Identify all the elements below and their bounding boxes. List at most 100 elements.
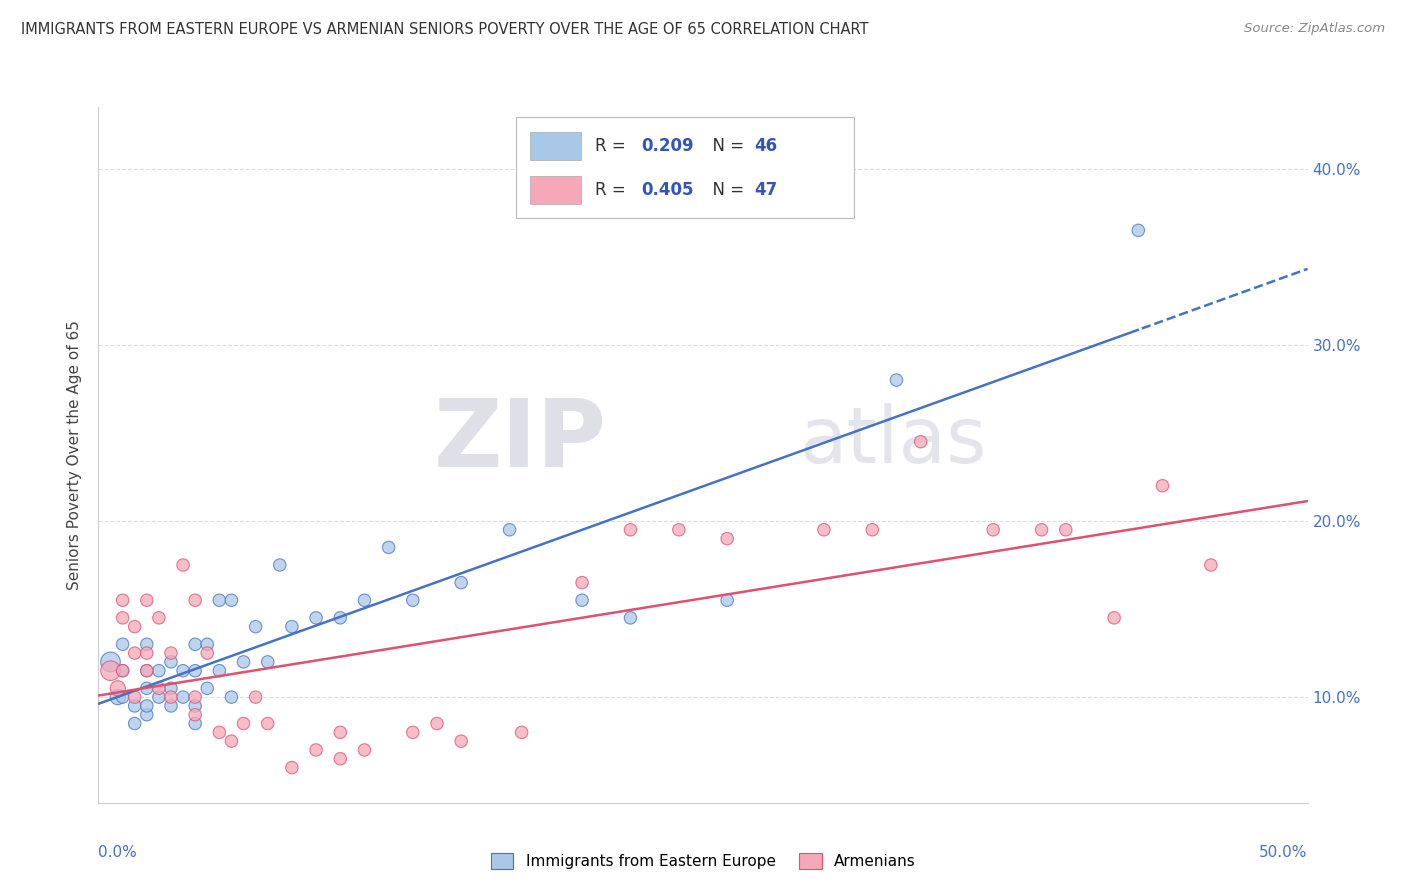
Point bbox=[184, 690, 207, 705]
Point bbox=[160, 698, 183, 713]
Point bbox=[813, 523, 835, 537]
Point bbox=[111, 664, 134, 678]
Point bbox=[329, 725, 352, 739]
Point bbox=[450, 734, 472, 748]
Legend: Immigrants from Eastern Europe, Armenians: Immigrants from Eastern Europe, Armenian… bbox=[485, 847, 921, 875]
FancyBboxPatch shape bbox=[516, 118, 855, 219]
Point bbox=[402, 593, 425, 607]
Point bbox=[172, 558, 194, 572]
Point bbox=[135, 664, 157, 678]
Point bbox=[135, 593, 157, 607]
Point bbox=[160, 690, 183, 705]
Point bbox=[716, 532, 738, 546]
Point bbox=[195, 646, 218, 660]
Point bbox=[498, 523, 520, 537]
Point bbox=[124, 620, 146, 634]
Point bbox=[172, 690, 194, 705]
Point bbox=[245, 690, 267, 705]
Point bbox=[111, 611, 134, 625]
Point bbox=[124, 716, 146, 731]
Point bbox=[148, 664, 170, 678]
Point bbox=[107, 690, 129, 705]
Point bbox=[450, 575, 472, 590]
Point bbox=[172, 664, 194, 678]
Point bbox=[305, 611, 328, 625]
Point bbox=[1031, 523, 1053, 537]
Point bbox=[329, 752, 352, 766]
Point bbox=[329, 611, 352, 625]
Point bbox=[402, 725, 425, 739]
Point bbox=[1102, 611, 1125, 625]
Point bbox=[100, 664, 122, 678]
Point bbox=[860, 523, 883, 537]
Point bbox=[1152, 479, 1174, 493]
Point bbox=[124, 646, 146, 660]
Point bbox=[135, 646, 157, 660]
Point bbox=[184, 707, 207, 722]
Point bbox=[1054, 523, 1077, 537]
Point bbox=[256, 716, 278, 731]
Point bbox=[232, 655, 254, 669]
Point bbox=[221, 593, 243, 607]
Point bbox=[281, 620, 304, 634]
Text: R =: R = bbox=[595, 181, 631, 199]
FancyBboxPatch shape bbox=[530, 132, 581, 160]
Point bbox=[111, 690, 134, 705]
Point bbox=[184, 698, 207, 713]
Text: N =: N = bbox=[702, 181, 749, 199]
Point bbox=[135, 681, 157, 696]
Point bbox=[981, 523, 1004, 537]
Point bbox=[135, 637, 157, 651]
Text: 50.0%: 50.0% bbox=[1260, 845, 1308, 860]
Text: 47: 47 bbox=[754, 181, 778, 199]
Point bbox=[510, 725, 533, 739]
Text: 46: 46 bbox=[754, 136, 778, 154]
Point bbox=[353, 593, 375, 607]
Point bbox=[1199, 558, 1222, 572]
Point bbox=[221, 734, 243, 748]
Text: 0.405: 0.405 bbox=[641, 181, 693, 199]
Point bbox=[886, 373, 908, 387]
Point bbox=[619, 611, 641, 625]
Point bbox=[668, 523, 690, 537]
Point bbox=[124, 698, 146, 713]
Point bbox=[571, 575, 593, 590]
Text: Source: ZipAtlas.com: Source: ZipAtlas.com bbox=[1244, 22, 1385, 36]
Point bbox=[160, 646, 183, 660]
Point bbox=[256, 655, 278, 669]
Point bbox=[208, 725, 231, 739]
Text: N =: N = bbox=[702, 136, 749, 154]
Text: ZIP: ZIP bbox=[433, 395, 606, 487]
Point bbox=[160, 655, 183, 669]
Point bbox=[910, 434, 932, 449]
Point bbox=[716, 593, 738, 607]
Point bbox=[377, 541, 399, 555]
Point bbox=[107, 681, 129, 696]
Point bbox=[184, 716, 207, 731]
Point bbox=[1128, 223, 1150, 237]
Point bbox=[184, 664, 207, 678]
Point bbox=[195, 637, 218, 651]
Text: R =: R = bbox=[595, 136, 631, 154]
Point bbox=[135, 698, 157, 713]
Point bbox=[148, 681, 170, 696]
Text: 0.0%: 0.0% bbox=[98, 845, 138, 860]
Point bbox=[184, 593, 207, 607]
Point bbox=[148, 611, 170, 625]
Point bbox=[160, 681, 183, 696]
Point bbox=[208, 593, 231, 607]
Text: atlas: atlas bbox=[800, 403, 987, 479]
Point bbox=[135, 707, 157, 722]
Point bbox=[111, 664, 134, 678]
Point bbox=[281, 761, 304, 775]
Point bbox=[426, 716, 449, 731]
Point bbox=[245, 620, 267, 634]
Point bbox=[111, 593, 134, 607]
Point bbox=[232, 716, 254, 731]
Point bbox=[208, 664, 231, 678]
Y-axis label: Seniors Poverty Over the Age of 65: Seniors Poverty Over the Age of 65 bbox=[67, 320, 83, 590]
Text: IMMIGRANTS FROM EASTERN EUROPE VS ARMENIAN SENIORS POVERTY OVER THE AGE OF 65 CO: IMMIGRANTS FROM EASTERN EUROPE VS ARMENI… bbox=[21, 22, 869, 37]
Point bbox=[148, 690, 170, 705]
Point bbox=[353, 743, 375, 757]
Point bbox=[111, 637, 134, 651]
